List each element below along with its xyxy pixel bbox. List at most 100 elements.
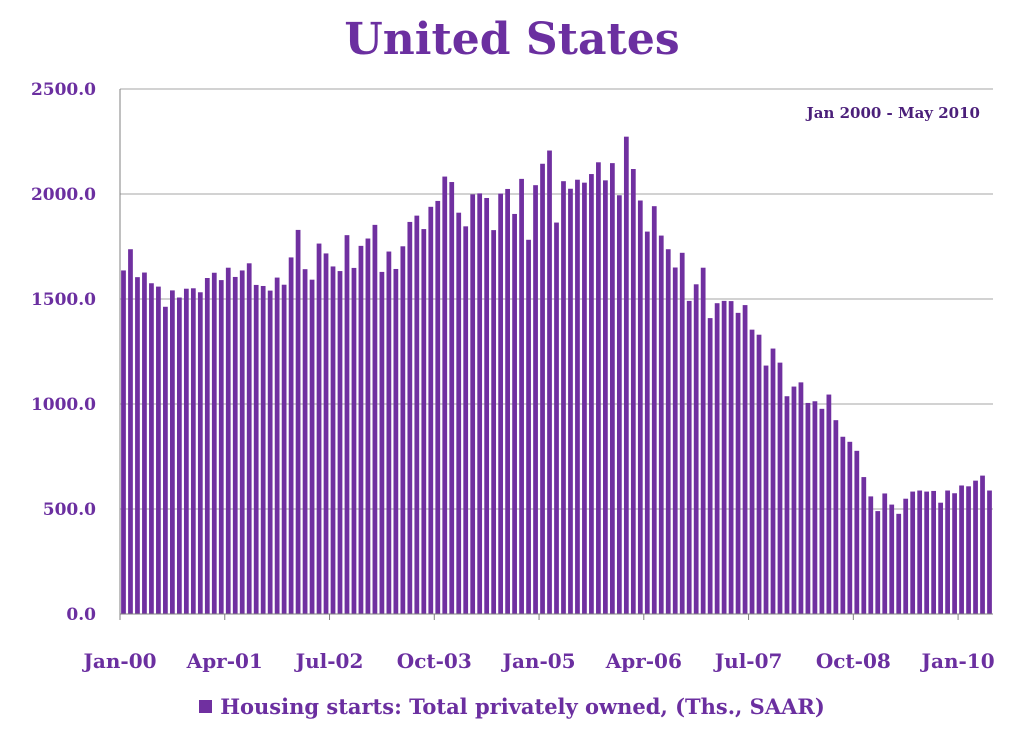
bar (505, 188, 510, 614)
bar (407, 221, 413, 614)
bar (540, 163, 545, 614)
bar (651, 206, 657, 614)
bar (225, 267, 231, 614)
x-tick-label: Jul-07 (713, 649, 783, 673)
bar (749, 329, 755, 614)
bar (568, 188, 573, 614)
y-axis-ticks: 0.0 500.0 1000.0 1500.0 2000.0 2500.0 (31, 80, 96, 625)
bar (295, 229, 301, 614)
y-tick-label: 1000.0 (31, 395, 96, 415)
bar (833, 420, 839, 614)
bar (812, 401, 818, 614)
bar (861, 477, 867, 614)
bar (218, 280, 224, 614)
bar (267, 290, 273, 614)
bar (784, 396, 790, 614)
bar (791, 386, 797, 614)
legend: Housing starts: Total privately owned, (… (0, 694, 1024, 719)
bar (554, 222, 559, 614)
bar (623, 136, 629, 615)
date-range-annotation: Jan 2000 - May 2010 (805, 104, 980, 122)
bar (819, 408, 825, 614)
x-tick-label: Apr-01 (186, 649, 263, 673)
x-tick-label: Oct-08 (816, 649, 891, 673)
legend-swatch (199, 700, 213, 713)
bar (700, 267, 706, 614)
legend-label: Housing starts: Total privately owned, (… (220, 694, 825, 719)
bar (135, 277, 140, 614)
bar (973, 480, 978, 614)
bar (533, 185, 538, 614)
bar (302, 269, 308, 614)
bar (232, 276, 238, 614)
bar (805, 402, 811, 614)
bar (882, 493, 888, 614)
bar (777, 362, 783, 614)
bar (603, 180, 608, 614)
x-tick-label: Jan-05 (500, 649, 575, 673)
bar (365, 238, 371, 614)
bar (477, 193, 483, 614)
bar (945, 490, 950, 614)
bar (938, 502, 943, 614)
bar (826, 394, 832, 614)
y-tick-label: 2500.0 (31, 80, 96, 100)
bar (735, 312, 741, 614)
bar (763, 365, 769, 614)
bar (686, 300, 692, 614)
bar (470, 194, 476, 615)
bar (176, 297, 182, 614)
x-tick-label: Jul-02 (294, 649, 364, 673)
bar (211, 272, 217, 614)
bar (630, 169, 636, 614)
bar (665, 249, 671, 615)
bar (693, 284, 699, 614)
bar (156, 286, 161, 614)
bar (491, 230, 497, 614)
chart-title: United States (344, 14, 680, 65)
bar (449, 182, 455, 614)
bar (707, 318, 713, 614)
bar (183, 288, 189, 614)
bar (246, 263, 252, 614)
bar (316, 243, 322, 614)
bar (917, 490, 923, 614)
bar (190, 288, 196, 614)
bar (721, 300, 727, 614)
bar (924, 491, 930, 614)
bar (770, 348, 776, 614)
bar (163, 306, 168, 614)
bar (288, 257, 294, 614)
bar (672, 267, 678, 614)
bar (526, 239, 531, 614)
bar (742, 305, 748, 614)
bar (728, 301, 734, 614)
bar (351, 267, 357, 614)
bar (274, 277, 280, 614)
bar (484, 197, 490, 615)
bar (547, 150, 552, 614)
bar (987, 490, 992, 614)
bar (756, 334, 762, 614)
bar (372, 224, 378, 614)
bar (128, 249, 133, 615)
bar (966, 486, 971, 614)
bar (910, 491, 916, 614)
bar (435, 200, 441, 614)
bar (428, 206, 434, 614)
bar (609, 163, 615, 614)
bar (714, 303, 720, 614)
bar (840, 436, 846, 614)
bar (121, 270, 126, 614)
bar (344, 235, 350, 614)
bar (498, 193, 504, 614)
bar (519, 178, 524, 614)
bar (442, 176, 448, 614)
bar (637, 200, 643, 614)
bar (589, 174, 594, 615)
bar (149, 283, 154, 614)
bar (456, 212, 462, 614)
bar (658, 235, 664, 614)
bar (281, 284, 287, 614)
